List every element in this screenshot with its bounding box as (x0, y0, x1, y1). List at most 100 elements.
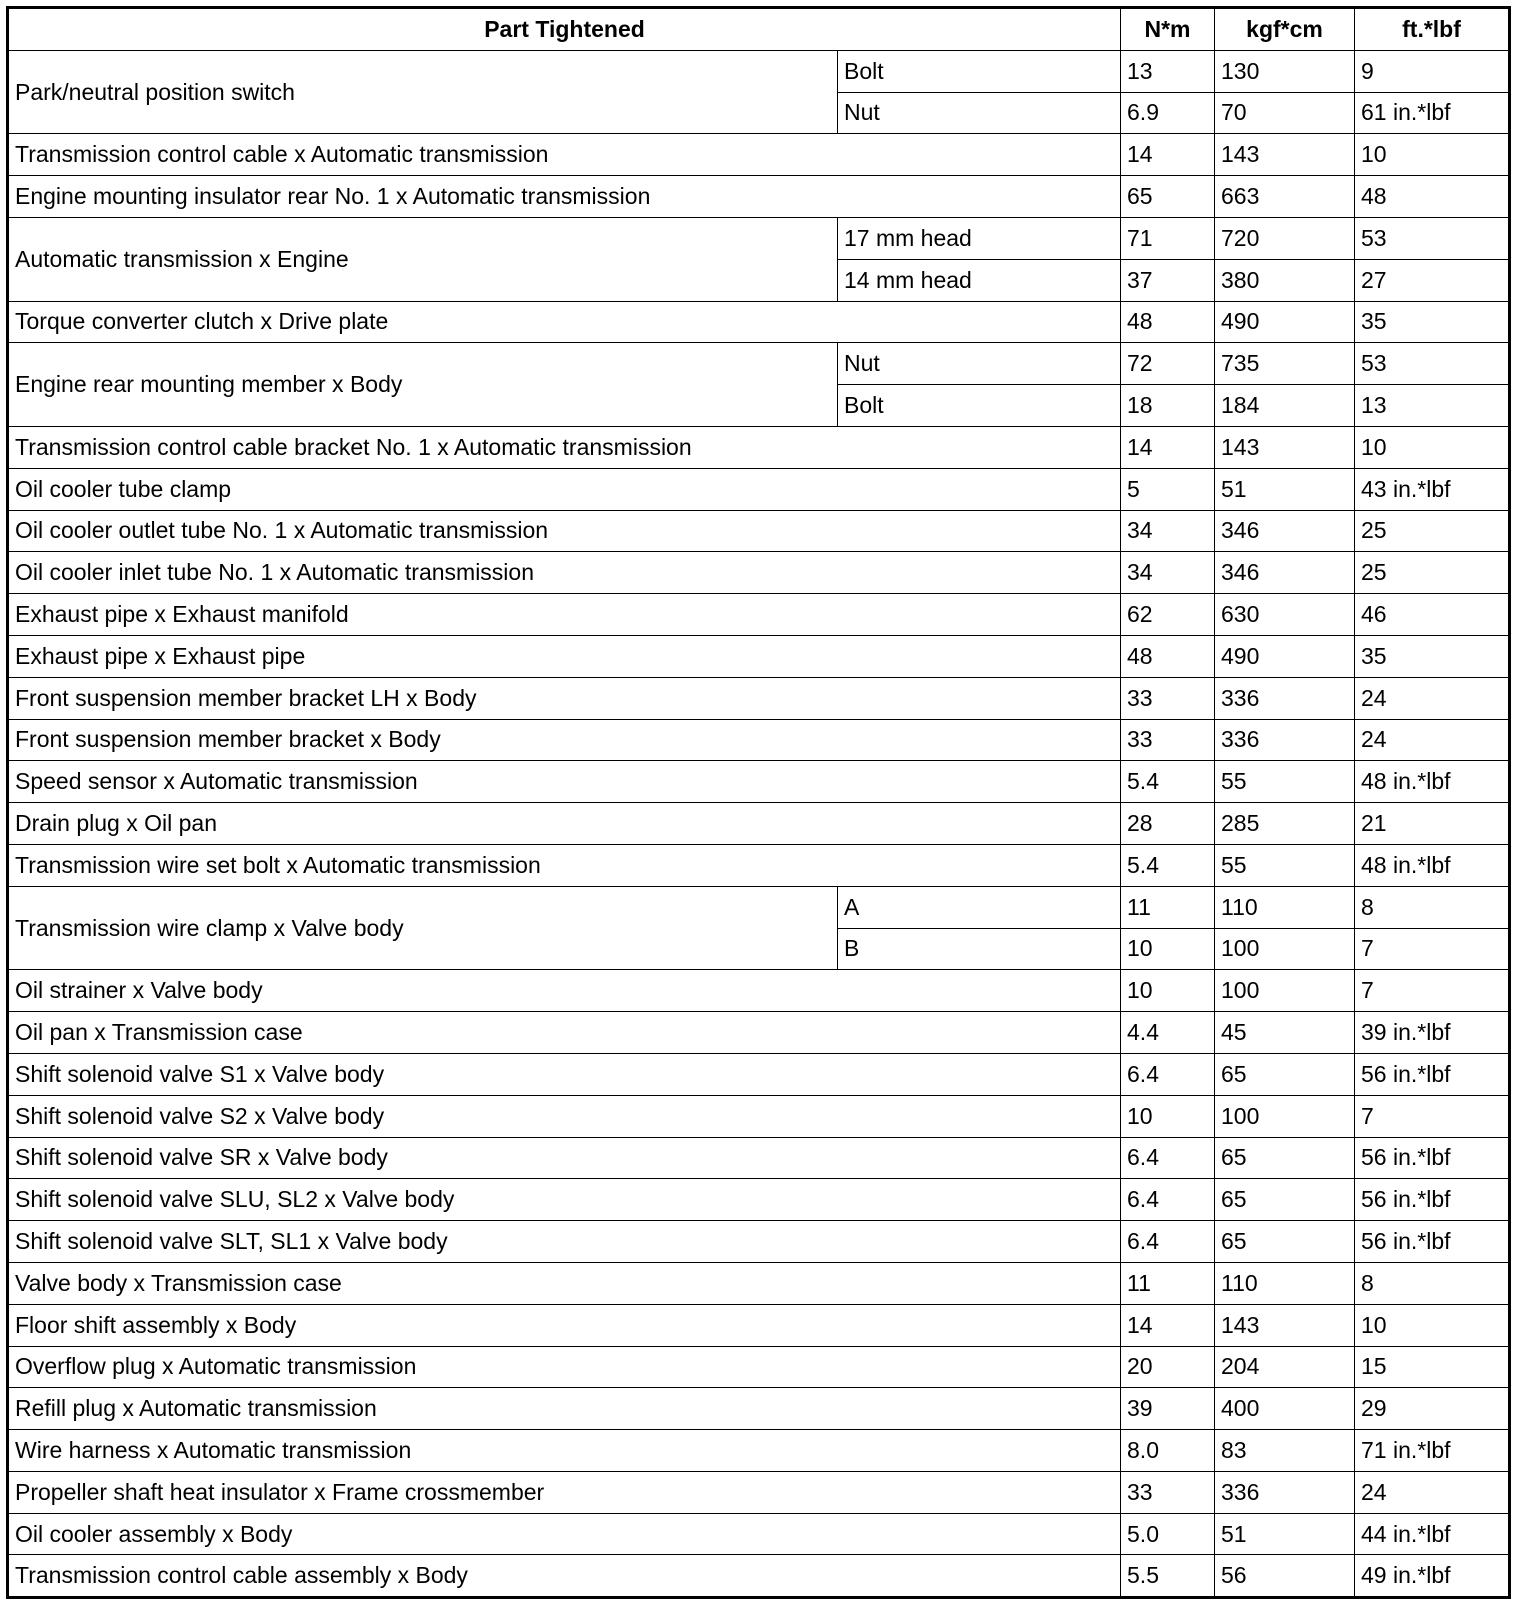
torque-nm: 11 (1120, 1261, 1216, 1305)
torque-ftlbf: 53 (1354, 342, 1511, 386)
torque-kgfcm: 56 (1214, 1554, 1356, 1599)
part-name: Engine rear mounting member x Body (7, 342, 838, 427)
torque-ftlbf: 10 (1354, 133, 1511, 177)
torque-ftlbf: 7 (1354, 927, 1511, 971)
torque-ftlbf: 8 (1354, 1261, 1511, 1305)
torque-ftlbf: 48 in.*lbf (1354, 760, 1511, 804)
torque-nm: 8.0 (1120, 1429, 1216, 1472)
torque-nm: 6.4 (1120, 1136, 1216, 1180)
table-row: Shift solenoid valve SLT, SL1 x Valve bo… (6, 1220, 1511, 1263)
torque-nm: 5.0 (1120, 1512, 1216, 1556)
table-row: Engine rear mounting member x Body Nut 72 7… (7, 342, 1511, 427)
torque-ftlbf: 29 (1354, 1387, 1511, 1431)
table-row: Propeller shaft heat insulator x Frame c… (6, 1470, 1511, 1514)
torque-ftlbf: 71 in.*lbf (1354, 1429, 1511, 1472)
sub-part: Bolt (836, 384, 1122, 427)
torque-kgfcm: 285 (1214, 802, 1356, 845)
torque-ftlbf: 61 in.*lbf (1354, 91, 1511, 135)
part-name: Wire harness x Automatic transmission (6, 1429, 1122, 1472)
torque-kgfcm: 184 (1214, 384, 1356, 427)
torque-ftlbf: 48 in.*lbf (1354, 843, 1511, 887)
part-name: Shift solenoid valve S2 x Valve body (6, 1094, 1122, 1138)
sub-part: Bolt (836, 49, 1122, 93)
part-name: Refill plug x Automatic transmission (6, 1387, 1122, 1431)
table-row: Oil cooler inlet tube No. 1 x Automatic … (6, 551, 1511, 595)
part-name: Speed sensor x Automatic transmission (6, 760, 1122, 804)
part-name: Propeller shaft heat insulator x Frame c… (6, 1470, 1122, 1514)
torque-ftlbf: 21 (1354, 802, 1511, 845)
torque-nm: 34 (1120, 551, 1216, 595)
torque-kgfcm: 346 (1214, 551, 1356, 595)
table-row: Transmission control cable x Automatic t… (6, 133, 1511, 177)
part-name: Oil cooler assembly x Body (6, 1512, 1122, 1556)
part-name: Overflow plug x Automatic transmission (6, 1345, 1122, 1389)
part-name: Shift solenoid valve S1 x Valve body (6, 1052, 1122, 1096)
torque-ftlbf: 53 (1354, 216, 1511, 260)
torque-kgfcm: 346 (1214, 509, 1356, 553)
part-name: Park/neutral position switch (7, 49, 838, 135)
table-row: Floor shift assembly x Body 14 143 10 (6, 1303, 1511, 1347)
table-row: B 10 100 7 (8, 927, 1511, 971)
part-name: Transmission wire set bolt x Automatic t… (6, 843, 1122, 887)
torque-nm: 37 (1120, 258, 1216, 302)
torque-nm: 13 (1120, 49, 1216, 93)
torque-nm: 14 (1120, 133, 1216, 177)
torque-ftlbf: 35 (1354, 300, 1511, 344)
torque-nm: 72 (1120, 342, 1216, 386)
header-part: Part Tightened (6, 7, 1122, 51)
torque-ftlbf: 7 (1354, 1094, 1511, 1138)
table-row: Shift solenoid valve SLU, SL2 x Valve bo… (6, 1178, 1511, 1222)
table-row: Oil cooler assembly x Body 5.0 51 44 in.*lb… (6, 1512, 1511, 1556)
table-row: Oil cooler tube clamp 5 51 43 in.*lbf (6, 467, 1511, 511)
torque-ftlbf: 7 (1354, 969, 1511, 1013)
torque-kgfcm: 380 (1214, 258, 1356, 302)
torque-nm: 39 (1120, 1387, 1216, 1431)
table-row: Exhaust pipe x Exhaust manifold 62 630 46 (6, 593, 1511, 636)
torque-nm: 71 (1120, 216, 1216, 260)
table-row: Exhaust pipe x Exhaust pipe 48 490 35 (6, 634, 1511, 678)
part-name: Automatic transmission x Engine (7, 216, 838, 302)
part-name: Oil cooler outlet tube No. 1 x Automatic… (6, 509, 1122, 553)
part-name: Shift solenoid valve SLT, SL1 x Valve bo… (6, 1220, 1122, 1263)
torque-ftlbf: 8 (1354, 885, 1511, 929)
torque-kgfcm: 65 (1214, 1178, 1356, 1222)
torque-ftlbf: 24 (1354, 718, 1511, 762)
torque-kgfcm: 45 (1214, 1011, 1356, 1054)
torque-nm: 33 (1120, 676, 1216, 720)
torque-ftlbf: 46 (1354, 593, 1511, 636)
torque-nm: 14 (1120, 1303, 1216, 1347)
sub-part: 17 mm head (836, 216, 1122, 260)
torque-ftlbf: 24 (1354, 1470, 1511, 1514)
torque-ftlbf: 56 in.*lbf (1354, 1052, 1511, 1096)
torque-nm: 6.4 (1120, 1052, 1216, 1096)
torque-kgfcm: 65 (1214, 1220, 1356, 1263)
part-name: Oil strainer x Valve body (6, 969, 1122, 1013)
part-name: Oil pan x Transmission case (6, 1011, 1122, 1054)
table-row: Oil cooler outlet tube No. 1 x Automatic… (6, 509, 1511, 553)
torque-kgfcm: 65 (1214, 1136, 1356, 1180)
table-row: Front suspension member bracket LH x Bod… (6, 676, 1511, 720)
torque-nm: 11 (1120, 885, 1216, 929)
part-name: Drain plug x Oil pan (6, 802, 1122, 845)
table-row: 14 mm head 37 380 27 (8, 258, 1511, 302)
torque-kgfcm: 143 (1214, 1303, 1356, 1347)
torque-ftlbf: 9 (1354, 49, 1511, 93)
part-name: Exhaust pipe x Exhaust manifold (6, 593, 1122, 636)
table-row: Park/neutral position switch Bolt 13 130 9 (7, 49, 1511, 135)
torque-kgfcm: 100 (1214, 1094, 1356, 1138)
part-name: Shift solenoid valve SR x Valve body (6, 1136, 1122, 1180)
torque-kgfcm: 400 (1214, 1387, 1356, 1431)
torque-kgfcm: 83 (1214, 1429, 1356, 1472)
torque-nm: 14 (1120, 425, 1216, 469)
part-name: Oil cooler tube clamp (6, 467, 1122, 511)
part-name: Floor shift assembly x Body (6, 1303, 1122, 1347)
torque-nm: 65 (1120, 175, 1216, 218)
torque-nm: 33 (1120, 1470, 1216, 1514)
table-row: Engine mounting insulator rear No. 1 x A… (6, 175, 1511, 218)
torque-kgfcm: 336 (1214, 676, 1356, 720)
torque-nm: 10 (1120, 969, 1216, 1013)
torque-kgfcm: 51 (1214, 1512, 1356, 1556)
table-row: Shift solenoid valve S2 x Valve body 10 10… (6, 1094, 1511, 1138)
torque-ftlbf: 25 (1354, 551, 1511, 595)
torque-ftlbf: 56 in.*lbf (1354, 1136, 1511, 1180)
